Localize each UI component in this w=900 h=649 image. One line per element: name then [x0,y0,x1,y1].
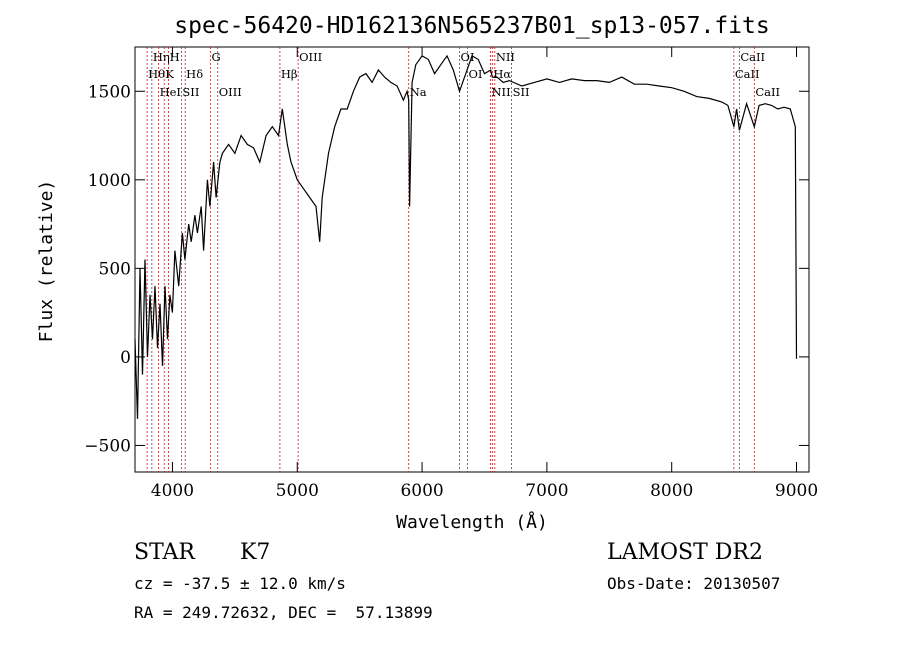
x-tick-label: 9000 [775,481,818,501]
x-tick-label: 5000 [276,481,319,501]
observation-date: Obs-Date: 20130507 [607,574,781,593]
spectral-line-label: OI [461,50,475,64]
y-tick-label: −500 [84,436,131,456]
x-tick-label: 4000 [151,481,194,501]
y-tick-label: 0 [120,348,131,368]
spectral-line-label: CaII [740,50,765,64]
spectral-line-label: Hδ [186,67,203,81]
spectral-line-label: OIII [299,50,322,64]
spectral-line-label: CaII [735,67,760,81]
survey-name: LAMOST DR2 [607,540,763,565]
plot-frame [134,46,810,473]
x-tick-label: 6000 [400,481,443,501]
x-tick-label: 7000 [525,481,568,501]
y-tick-label: 1500 [88,82,131,102]
x-tick-label: 8000 [650,481,693,501]
x-axis-label: Wavelength (Å) [396,511,548,533]
spectral-line-label: Hα [493,67,511,81]
coordinates: RA = 249.72632, DEC = 57.13899 [134,603,433,622]
object-subclass: K7 [240,540,271,565]
spectrum-series-line [134,54,798,419]
spectral-line-label: NII [496,50,515,64]
spectral-line-label: OI [469,67,483,81]
spectral-line-label: SII [513,85,530,99]
y-tick-label: 1000 [88,171,131,191]
spectral-line-label: CaII [755,85,780,99]
spectral-line-label: Na [410,85,427,99]
spectral-line-label: K [165,67,174,81]
redshift-cz: cz = -37.5 ± 12.0 km/s [134,574,346,593]
chart-title: spec-56420-HD162136N565237B01_sp13-057.f… [174,13,769,39]
object-type: STAR [134,540,195,565]
spectral-line-label: SII [182,85,199,99]
spectral-line-label: Hη [153,50,170,64]
spectral-line-label: Hβ [281,67,298,81]
spectral-line-label: H [170,50,180,64]
spectral-line-label: HeI [160,85,181,99]
y-axis-label: Flux (relative) [36,180,57,343]
y-tick-label: 500 [99,259,131,279]
spectral-line-label: Hθ [148,67,165,81]
spectral-line-label: G [212,50,221,64]
spectral-line-label: NII [491,85,510,99]
spectral-line-label: OIII [219,85,242,99]
